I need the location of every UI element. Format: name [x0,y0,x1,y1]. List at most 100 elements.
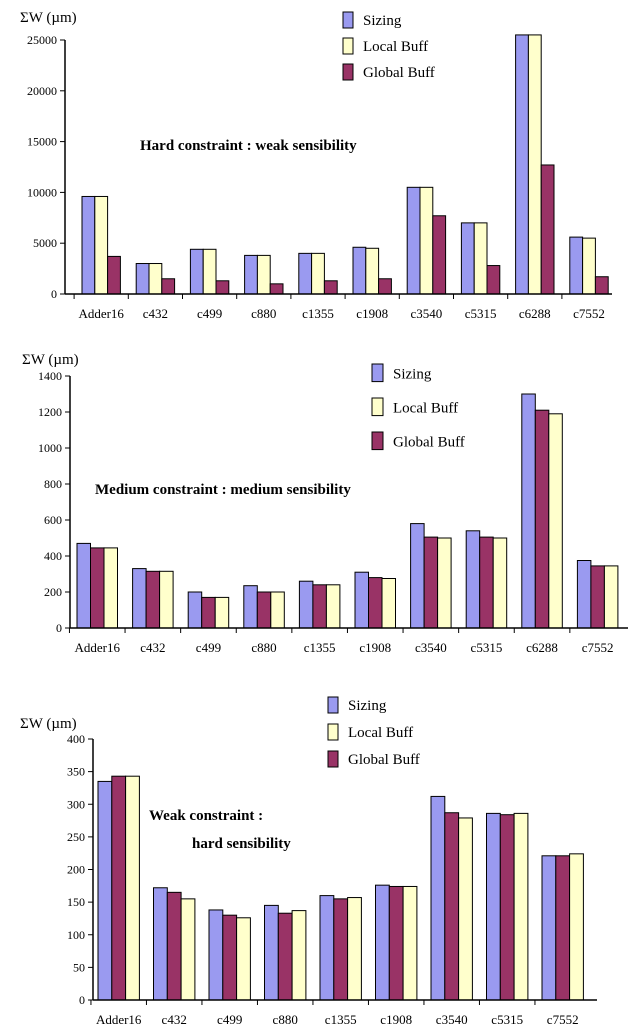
y-tick-label: 20000 [27,84,57,98]
y-tick-label: 0 [56,621,62,635]
x-tick-label: c7552 [582,640,614,655]
bar-global_buff-c880 [256,591,272,629]
bar-global_buff-c6288 [534,409,550,629]
y-tick-label: 0 [51,287,57,301]
legend-label: Global Buff [393,434,465,450]
bar-sizing-c499 [189,248,204,295]
bar-global_buff-c1355 [323,280,338,295]
x-tick-label: c1908 [380,1012,412,1027]
x-tick-label: c6288 [519,306,551,321]
bar-local_buff-c6288 [548,413,563,629]
legend-swatch-global_buff [342,63,354,81]
bar-global_buff-c1908 [368,577,383,629]
y-tick-label: 10000 [27,185,57,199]
legend-label: Sizing [393,366,432,382]
bar-local_buff-c499 [236,917,251,1001]
x-tick-label: c1908 [359,640,391,655]
bar-global_buff-c432 [161,278,176,295]
x-tick-label: c1908 [356,306,388,321]
chart-annotation: Hard constraint : weak sensibility [140,138,357,154]
bar-local_buff-c5315 [492,537,508,629]
bar-global_buff-c1908 [388,885,404,1001]
legend-label: Global Buff [363,65,435,81]
bar-local_buff-Adder16 [125,775,140,1001]
x-tick-label: Adder16 [75,640,121,655]
bar-sizing-c6288 [515,34,529,295]
bar-local_buff-c1908 [365,247,380,295]
x-tick-label: c432 [162,1012,187,1027]
bar-sizing-c3540 [410,523,425,629]
bar-local_buff-c499 [202,248,217,295]
bar-global_buff-c5315 [499,814,515,1001]
x-tick-label: c7552 [573,306,605,321]
chart-1: ΣW (µm) 0 5000 10000 15000 20000 25000 Adder16 c… [20,10,612,321]
bar-local_buff-c6288 [527,34,542,295]
bar-global_buff-c5315 [486,265,501,295]
bar-global_buff-c1908 [378,278,392,295]
x-tick-label: c499 [196,640,221,655]
bar-sizing-c7552 [541,855,557,1001]
x-tick-label: c6288 [526,640,558,655]
bar-local_buff-c499 [214,596,230,629]
y-tick-label: 800 [44,477,62,491]
legend-label: Sizing [363,13,402,29]
x-tick-label: c432 [140,640,165,655]
bar-sizing-c1908 [352,246,367,295]
bar-global_buff-Adder16 [111,775,127,1001]
y-tick-label: 400 [67,732,85,746]
bar-sizing-c880 [244,254,258,295]
bar-sizing-c499 [208,909,224,1001]
bar-local_buff-c880 [256,254,271,295]
x-tick-label: c1355 [304,640,336,655]
y-tick-label: 300 [67,797,85,811]
bar-global_buff-c1355 [333,898,349,1001]
bar-local_buff-c7552 [569,853,584,1001]
bar-global_buff-c3540 [432,215,447,295]
legend-label: Local Buff [363,39,428,55]
bar-local_buff-c7552 [582,237,596,295]
bar-global_buff-c880 [269,283,284,295]
x-tick-label: c5315 [491,1012,523,1027]
chart-3: ΣW (µm) 0 50 100 150 200 250 300 350 400 Adder16 c4… [20,696,597,1027]
bar-global_buff-c7552 [555,855,571,1001]
y-tick-label: 1000 [38,441,62,455]
y-axis-label: ΣW (µm) [20,10,77,26]
bar-global_buff-c6288 [540,164,555,295]
x-tick-label: c5315 [465,306,497,321]
x-tick-label: c3540 [411,306,443,321]
y-tick-label: 150 [67,895,85,909]
bar-local_buff-Adder16 [103,547,118,629]
bar-global_buff-c7552 [590,565,605,629]
legend-swatch-local_buff [342,37,354,55]
bar-local_buff-c432 [180,898,196,1001]
y-tick-label: 50 [73,960,85,974]
bar-sizing-c1355 [298,580,314,629]
bar-sizing-c1908 [375,884,390,1001]
chart-annotation: Medium constraint : medium sensibility [95,482,351,498]
bar-sizing-c7552 [569,236,584,295]
bar-global_buff-c1355 [312,584,327,629]
bar-local_buff-c3540 [437,537,452,629]
legend-label: Sizing [348,698,387,714]
y-tick-label: 100 [67,928,85,942]
y-tick-label: 250 [67,830,85,844]
bar-sizing-c5315 [486,812,501,1001]
x-tick-label: Adder16 [96,1012,142,1027]
bar-global_buff-c432 [166,891,182,1001]
y-tick-label: 0 [79,993,85,1007]
bar-sizing-c432 [153,887,168,1001]
y-tick-label: 1200 [38,405,62,419]
x-tick-label: Adder16 [78,306,124,321]
y-tick-label: 1400 [38,369,62,383]
y-tick-label: 350 [67,765,85,779]
bar-local_buff-c3540 [458,817,473,1001]
legend-swatch-local_buff [327,723,339,741]
bar-sizing-c499 [187,591,203,629]
bar-global_buff-c499 [222,914,238,1001]
bar-local_buff-c432 [148,263,163,295]
bar-global_buff-c880 [277,912,293,1001]
bar-global_buff-c499 [201,596,216,629]
legend-swatch-global_buff [327,750,339,768]
bar-global_buff-Adder16 [107,255,121,295]
bar-sizing-c432 [132,568,147,629]
